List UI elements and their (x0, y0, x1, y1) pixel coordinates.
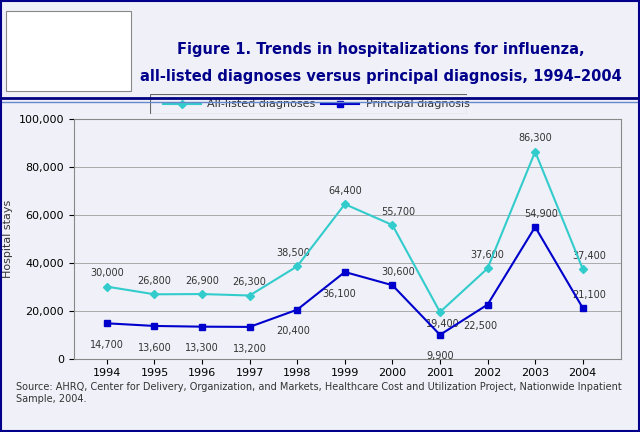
Text: all-listed diagnoses versus principal diagnosis, 1994–2004: all-listed diagnoses versus principal di… (140, 70, 621, 84)
Text: 30,600: 30,600 (381, 267, 415, 277)
Text: 14,700: 14,700 (90, 340, 124, 350)
Text: 26,800: 26,800 (138, 276, 172, 286)
Text: 19,400: 19,400 (426, 319, 460, 329)
Text: 36,100: 36,100 (323, 289, 356, 299)
Text: 55,700: 55,700 (381, 206, 415, 217)
Text: 30,000: 30,000 (90, 268, 124, 278)
Text: 64,400: 64,400 (328, 186, 362, 196)
Text: 26,300: 26,300 (233, 277, 267, 287)
Text: 22,500: 22,500 (463, 321, 498, 331)
Text: AHRQ: AHRQ (45, 38, 90, 52)
Text: 21,100: 21,100 (573, 289, 607, 300)
Text: 38,500: 38,500 (276, 248, 310, 258)
Text: 37,600: 37,600 (470, 250, 504, 260)
Text: Source: AHRQ, Center for Delivery, Organization, and Markets, Healthcare Cost an: Source: AHRQ, Center for Delivery, Organ… (16, 382, 621, 404)
Text: 54,900: 54,900 (524, 209, 557, 219)
Text: Advancing
Excellence in
Health Care: Advancing Excellence in Health Care (47, 58, 88, 76)
Text: 86,300: 86,300 (518, 133, 552, 143)
Text: 13,200: 13,200 (233, 343, 267, 353)
Text: Figure 1. Trends in hospitalizations for influenza,: Figure 1. Trends in hospitalizations for… (177, 42, 584, 57)
Y-axis label: Hospital stays: Hospital stays (3, 200, 13, 278)
Text: 37,400: 37,400 (573, 251, 607, 260)
Text: Principal diagnosis: Principal diagnosis (366, 99, 470, 109)
Text: 13,300: 13,300 (185, 343, 219, 353)
Text: 9,900: 9,900 (426, 352, 454, 362)
Text: All-listed diagnoses: All-listed diagnoses (207, 99, 316, 109)
Text: 20,400: 20,400 (276, 326, 310, 337)
Text: 13,600: 13,600 (138, 343, 172, 353)
Text: 26,900: 26,900 (185, 276, 219, 286)
